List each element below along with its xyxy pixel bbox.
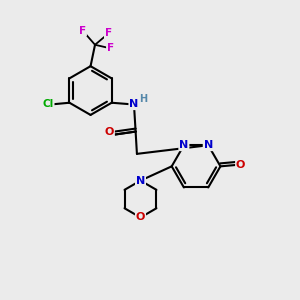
Text: F: F [79, 26, 86, 35]
Text: N: N [179, 140, 188, 150]
Text: O: O [136, 212, 145, 223]
Text: N: N [204, 140, 213, 150]
Text: F: F [107, 44, 114, 53]
Text: N: N [129, 99, 139, 109]
Text: O: O [105, 127, 114, 136]
Text: H: H [139, 94, 147, 104]
Text: N: N [136, 176, 145, 186]
Text: F: F [105, 28, 112, 38]
Text: Cl: Cl [42, 99, 54, 109]
Text: O: O [236, 160, 245, 170]
